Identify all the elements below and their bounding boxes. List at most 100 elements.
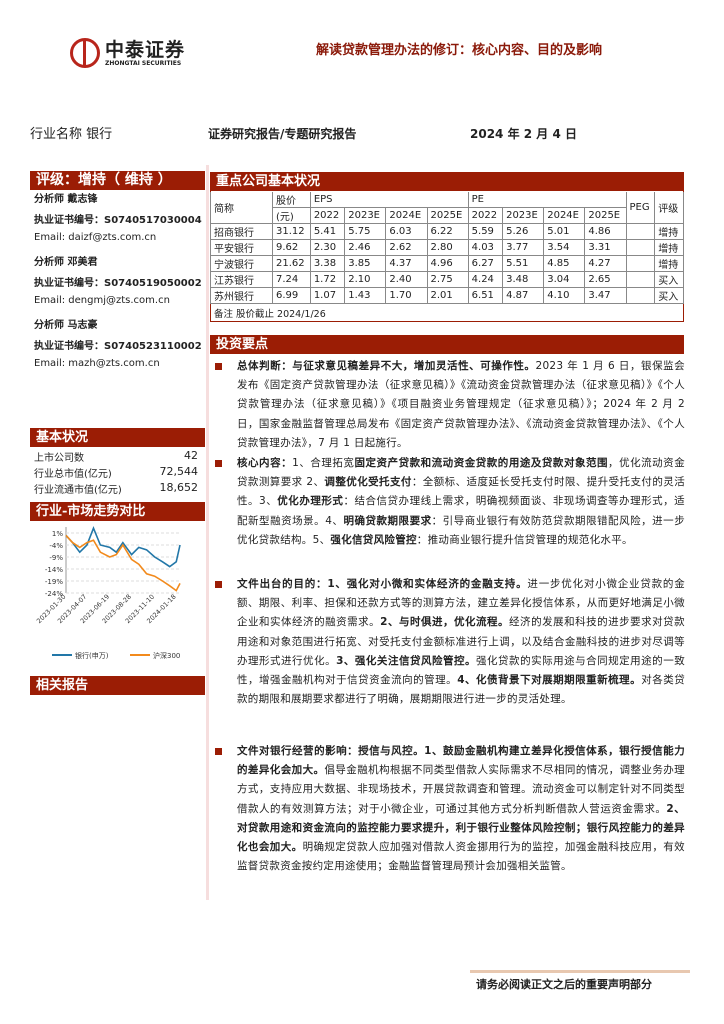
text-segment: 明确规定贷款人应加强对借款人资金挪用行为的监控，加强金融科技应用，有效监督贷款资… [237,841,685,873]
table-cell: 4.24 [467,271,504,288]
table-cell: 5.59 [467,223,504,240]
col-eps-year: 2025E [426,207,469,224]
table-cell: 5.75 [344,223,387,240]
invest-point: 总体判断：与征求意见稿差异不大，增加灵活性、可操作性。2023 年 1 月 6 … [215,357,685,453]
bullet-icon [215,581,222,588]
stat-label: 行业流通市值(亿元) [34,485,122,496]
bold-segment: 总体判断：与征求意见稿差异不大，增加灵活性、可操作性。 [237,360,536,372]
stat-row: 行业总市值(亿元) 72,544 [34,465,198,480]
company-logo: 中泰证券 ZHONGTAI SECURITIES [70,38,185,68]
bold-segment: 强化信贷风险管控 [330,533,417,546]
legend-label: 沪深300 [153,651,180,660]
col-pe-year: 2023E [502,207,545,224]
text-segment: 对各类贷款的期限和展期要求都进行了明确，展期期限进行进一步的灵活处理。 [237,674,686,706]
col-peg: PEG [625,192,656,224]
table-note: 备注 股价截止 2024/1/26 [214,309,326,320]
report-date: 2024 年 2 月 4 日 [470,127,577,141]
related-reports-title: 相关报告 [30,676,205,695]
table-cell: 5.41 [309,223,346,240]
table-row: 江苏银行 7.24 1.72 2.10 2.40 2.75 4.24 3.48 3.04 2.65… [210,271,684,288]
table-cell [625,223,656,240]
footer-disclaimer: 请务必阅读正文之后的重要声明部分 [476,978,652,991]
table-cell: 5.51 [502,255,545,272]
analyst-cert-number: 执业证书编号：S0740523110002 [34,341,202,352]
table-cell: 3.85 [344,255,387,272]
bold-segment: 调整优化受托支付 [324,476,412,489]
bold-segment: 3、强化关注信贷风险管控。 [336,654,477,667]
invest-point: 文件出台的目的：1、强化对小微和实体经济的金融支持。进一步优化对小微企业贷款的金… [215,575,685,709]
table-cell: 4.37 [385,255,428,272]
analyst-name: 分析师 邓美君 [34,257,98,268]
table-cell: 9.62 [272,239,311,256]
analyst-name: 分析师 戴志锋 [34,194,98,205]
logo-text-cn: 中泰证券 [105,38,186,61]
analyst-email[interactable]: Email: dengmj@zts.com.cn [34,295,170,306]
col-eps-year: 2023E [344,207,387,224]
table-cell: 4.03 [467,239,504,256]
col-name: 简称 [210,192,273,224]
basic-status-title: 基本状况 [30,428,205,447]
table-cell: 苏州银行 [210,287,273,304]
invest-points-title: 投资要点 [210,335,684,354]
legend-label: 银行(申万) [75,651,109,660]
table-cell: 2.46 [344,239,387,256]
table-cell: 6.03 [385,223,428,240]
table-cell: 3.04 [543,271,586,288]
column-divider [206,165,209,900]
table-cell: 6.22 [426,223,469,240]
bold-segment: 4、化债背景下对展期期限重新梳理。 [457,674,642,687]
text-segment: 经济的发展和科技的进步要求对贷款用途和对象范围进行拓宽、对受托支付金额标准进行上… [237,616,685,667]
table-cell: 4.96 [426,255,469,272]
table-cell: 2.62 [385,239,428,256]
bold-segment: 2、与时俱进，优化流程。 [380,616,510,629]
table-cell: 3.48 [502,271,545,288]
stat-value: 72,544 [159,465,199,478]
table-cell [625,271,656,288]
table-cell: 3.54 [543,239,586,256]
text-segment: ：全额标、适度延长受托支付时限、提升受托支付的灵活性。3、 [237,476,686,508]
table-cell: 江苏银行 [210,271,273,288]
col-pe-year: 2024E [543,207,586,224]
document-title: 解读贷款管理办法的修订：核心内容、目的及影响 [316,43,603,58]
analyst-email[interactable]: Email: daizf@zts.com.cn [34,232,157,243]
table-cell: 7.24 [272,271,311,288]
bold-segment: 文件出台的目的：1、强化对小微和实体经济的金融支持。 [237,578,528,590]
table-cell: 31.12 [272,223,311,240]
invest-point-text: 核心内容：1、合理拓宽固定资产贷款和流动资金贷款的用途及贷款对象范围，优化流动资… [237,454,685,550]
analyst-email[interactable]: Email: mazh@zts.com.cn [34,358,160,369]
table-cell: 3.77 [502,239,545,256]
table-cell: 5.01 [543,223,586,240]
table-cell: 6.99 [272,287,311,304]
table-cell: 5.26 [502,223,545,240]
bullet-icon [215,748,222,755]
invest-point: 文件对银行经营的影响：授信与风控。1、鼓励金融机构建立差异化授信体系，银行授信能… [215,742,685,876]
col-eps: EPS [309,192,469,208]
company-table-title: 重点公司基本状况 [210,172,684,191]
text-segment: 强化贷款的实际用途与合同规定用途的一致性，增强金融机构对于信贷资金流向的管理。 [237,654,685,687]
table-cell: 1.72 [309,271,346,288]
bold-segment: 优化办理形式 [277,495,344,508]
bold-segment: 核心内容： [237,457,293,469]
bullet-icon [215,363,222,370]
table-cell: 增持 [654,223,684,240]
table-cell: 招商银行 [210,223,273,240]
col-price: 股价 [272,192,311,208]
table-cell: 2.75 [426,271,469,288]
series-line [65,526,181,568]
text-segment: ：引导商业银行有效防范贷款期限错配风险，进一步优化贷款结构。5、 [237,514,685,546]
table-cell: 2.30 [309,239,346,256]
table-cell [625,287,656,304]
table-cell: 1.07 [309,287,346,304]
text-segment: 1、合理拓宽 [292,457,355,469]
bold-segment: 明确贷款期限要求 [343,514,432,527]
stat-row: 上市公司数 42 [34,449,198,464]
invest-point-text: 总体判断：与征求意见稿差异不大，增加灵活性、可操作性。2023 年 1 月 6 … [237,357,685,453]
table-row: 招商银行 31.12 5.41 5.75 6.03 6.22 5.59 5.26 5.01 4.8… [210,223,684,240]
stat-label: 上市公司数 [34,453,84,464]
invest-point-text: 文件出台的目的：1、强化对小微和实体经济的金融支持。进一步优化对小微企业贷款的金… [237,575,685,709]
bullet-icon [215,460,222,467]
table-cell: 6.51 [467,287,504,304]
logo-mark-icon [70,38,100,68]
table-cell: 1.70 [385,287,428,304]
table-cell: 平安银行 [210,239,273,256]
